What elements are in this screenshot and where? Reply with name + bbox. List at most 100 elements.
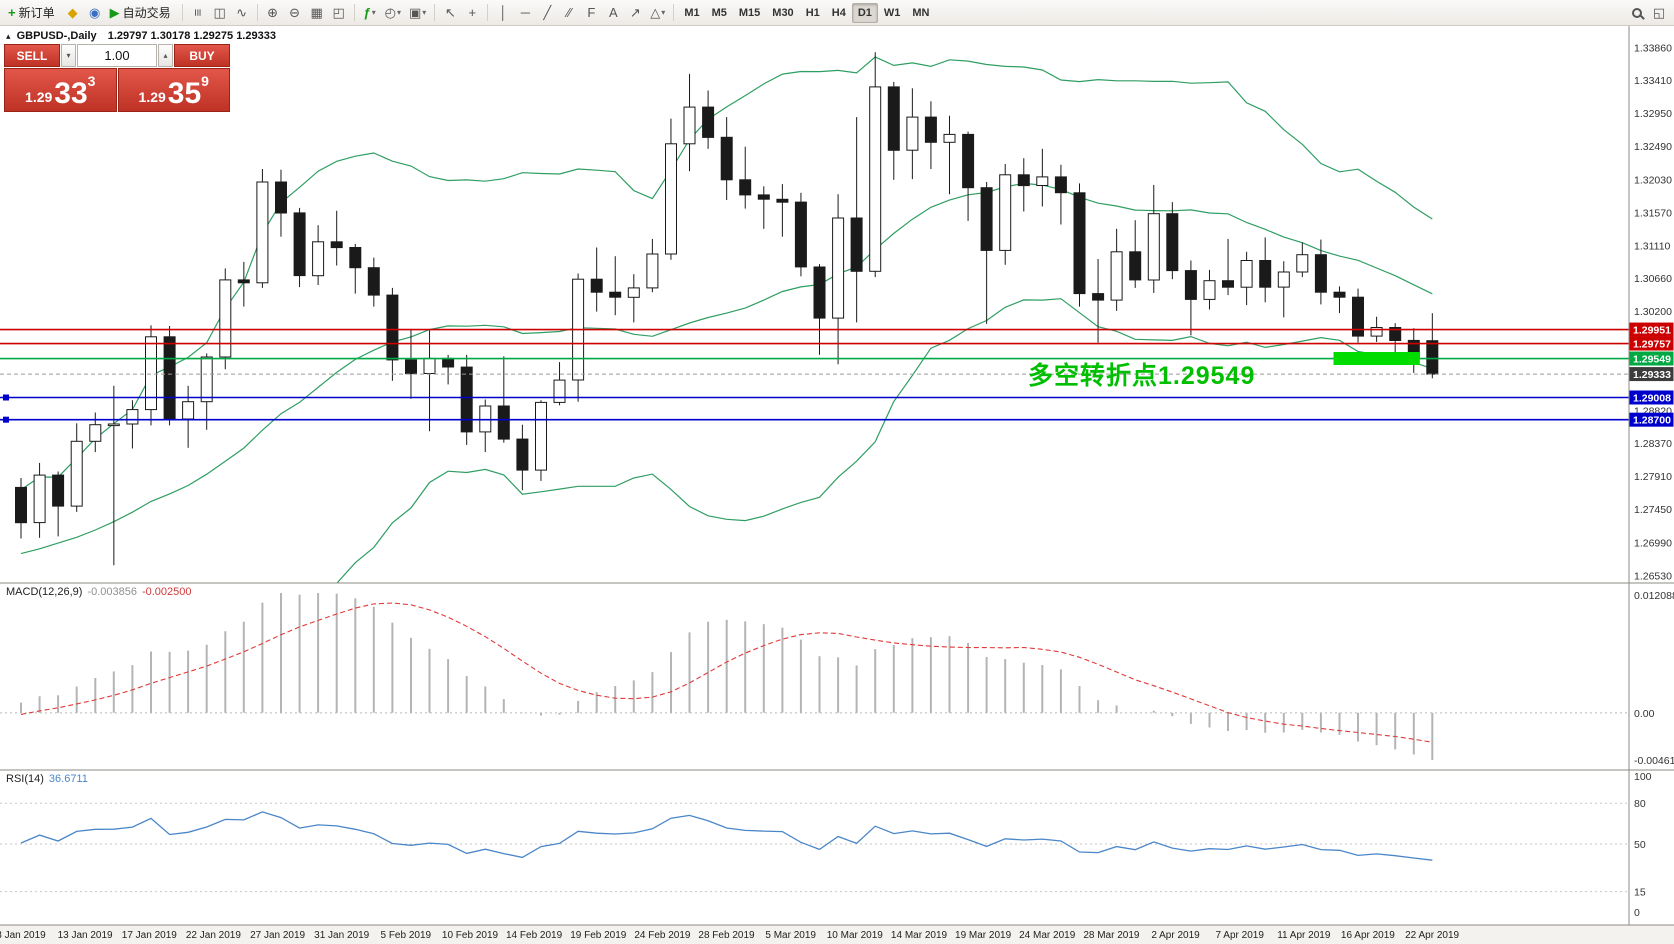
collapse-panel-icon[interactable]: ▴ — [6, 31, 11, 41]
line-chart-icon: ∿ — [236, 4, 248, 20]
bollinger-bands — [20, 56, 1433, 583]
vertical-line-icon: │ — [499, 5, 508, 20]
bear-candle — [15, 486, 27, 524]
bull-candle — [312, 241, 325, 277]
volume-input[interactable]: 1.00 — [77, 44, 157, 67]
bear-candle — [980, 187, 993, 251]
search-button[interactable] — [1626, 2, 1648, 24]
ohlc-values: 1.29797 1.30178 1.29275 1.29333 — [107, 30, 276, 42]
highlight-rectangle[interactable] — [1333, 352, 1420, 365]
sell-price-button[interactable]: 1.29 33 3 — [4, 68, 117, 112]
bull-candle — [219, 279, 232, 358]
timeframe-m15-button[interactable]: M15 — [738, 6, 761, 19]
rsi-name: RSI(14) — [6, 773, 44, 785]
tile-windows-icon: ▦ — [310, 4, 323, 20]
arrow-icon: ↗ — [629, 4, 641, 20]
line-anchor-handle[interactable] — [3, 394, 9, 401]
bear-candle — [386, 294, 399, 361]
bear-candle — [702, 106, 715, 138]
bull-candle — [1147, 213, 1160, 281]
periods-button[interactable]: ◴ ▾ — [381, 2, 405, 24]
bull-candle — [665, 143, 677, 255]
community-button[interactable]: ◉ — [84, 2, 106, 24]
text-label-button[interactable]: A — [602, 2, 624, 24]
price-tag-label: 1.29549 — [1633, 354, 1671, 366]
price-axis-label: 1.30200 — [1634, 306, 1672, 318]
candlestick-chart-button[interactable]: ◫ — [209, 2, 231, 24]
price-tag — [1629, 351, 1674, 366]
date-axis-strip — [0, 925, 1674, 944]
macd-indicator-label: MACD(12,26,9) -0.003856 -0.002500 — [6, 586, 192, 598]
timeframe-m30-button[interactable]: M30 — [772, 6, 794, 19]
bull-candle — [683, 106, 696, 145]
bear-candle — [794, 201, 807, 268]
timeframe-w1-button[interactable]: W1 — [883, 6, 901, 19]
chevron-down-icon: ▾ — [661, 8, 666, 17]
buy-price-pip: 9 — [201, 73, 209, 89]
price-axis-label: 1.32030 — [1634, 174, 1672, 186]
price-tag — [1629, 412, 1674, 427]
price-axis-label: 1.31570 — [1634, 207, 1672, 219]
arrows-button[interactable]: ↗ — [624, 2, 646, 24]
timeframe-m1-button[interactable]: M1 — [684, 6, 700, 19]
volume-dropdown-button[interactable]: ▾ — [61, 44, 76, 67]
timeframe-h4-button[interactable]: H4 — [831, 6, 846, 19]
zoom-out-button[interactable]: ⊖ — [284, 2, 306, 24]
trendline-button[interactable]: ╱ — [536, 2, 558, 24]
metaeditor-button[interactable]: ◆ — [62, 2, 84, 24]
bear-candle — [163, 336, 176, 420]
bull-candle — [256, 181, 269, 284]
date-axis-label: 10 Mar 2019 — [827, 930, 884, 941]
toolbar-separator — [181, 4, 183, 21]
toolbar-separator — [256, 4, 258, 21]
bear-candle — [850, 217, 863, 272]
bear-candle — [442, 357, 455, 368]
bear-candle — [962, 133, 975, 189]
autotrading-button[interactable]: ▶ 自动交易 — [106, 2, 178, 24]
date-axis-label: 14 Mar 2019 — [891, 930, 948, 941]
toolbar-separator — [353, 4, 355, 21]
toolbar-separator — [487, 4, 489, 21]
channel-button[interactable]: ∕∕ — [558, 2, 580, 24]
bull-candle — [553, 379, 566, 403]
cursor-button[interactable]: ↖ — [439, 2, 461, 24]
templates-button[interactable]: ▣ ▾ — [405, 2, 430, 24]
buy-button[interactable]: BUY — [174, 44, 230, 67]
timeframe-d1-button[interactable]: D1 — [851, 2, 878, 23]
indicators-button[interactable]: ƒ ▾ — [359, 2, 381, 24]
bear-candle — [52, 474, 65, 507]
new-order-button[interactable]: + 新订单 — [4, 2, 62, 24]
line-anchor-handle[interactable] — [3, 416, 9, 423]
main-toolbar: + 新订单 ◆ ◉ ▶ 自动交易 ≡ ◫ ∿ ⊕ ⊖ ▦ ◰ ƒ ▾ ◴ ▾ ▣ ▾ ↖ … — [0, 0, 1674, 26]
pivot-annotation-text[interactable]: 多空转折点1.29549 — [1028, 362, 1256, 390]
sell-button[interactable]: SELL — [4, 44, 60, 67]
date-axis-label: 8 Jan 2019 — [0, 930, 46, 941]
timeframe-mn-button[interactable]: MN — [912, 6, 930, 19]
clock-icon: ◴ — [384, 4, 396, 20]
horizontal-line-button[interactable]: ─ — [514, 2, 536, 24]
bull-candle — [126, 409, 139, 425]
bar-chart-button[interactable]: ≡ — [187, 2, 209, 24]
date-axis-label: 13 Jan 2019 — [58, 930, 113, 941]
macd-signal-line — [20, 602, 1433, 743]
vertical-line-button[interactable]: │ — [492, 2, 514, 24]
zoom-in-button[interactable]: ⊕ — [262, 2, 284, 24]
crosshair-button[interactable]: + — [461, 2, 483, 24]
price-axis-label: 1.32490 — [1634, 141, 1672, 153]
sell-price-main: 33 — [54, 76, 88, 110]
tile-windows-button[interactable]: ▦ — [306, 2, 328, 24]
cascade-windows-button[interactable]: ◰ — [328, 2, 350, 24]
bull-candle — [33, 474, 46, 524]
line-chart-button[interactable]: ∿ — [231, 2, 253, 24]
price-axis-label: 1.26530 — [1634, 571, 1672, 583]
timeframe-h1-button[interactable]: H1 — [805, 6, 820, 19]
shapes-button[interactable]: △ ▾ — [646, 2, 669, 24]
volume-increase-button[interactable]: ▴ — [158, 44, 173, 67]
rsi-indicator-label: RSI(14) 36.6711 — [6, 773, 88, 785]
bull-candle — [423, 357, 436, 374]
fibonacci-button[interactable]: F — [580, 2, 602, 24]
timeframe-m5-button[interactable]: M5 — [711, 6, 727, 19]
buy-price-button[interactable]: 1.29 35 9 — [117, 68, 230, 112]
data-window-button[interactable]: ◱ — [1648, 2, 1670, 24]
